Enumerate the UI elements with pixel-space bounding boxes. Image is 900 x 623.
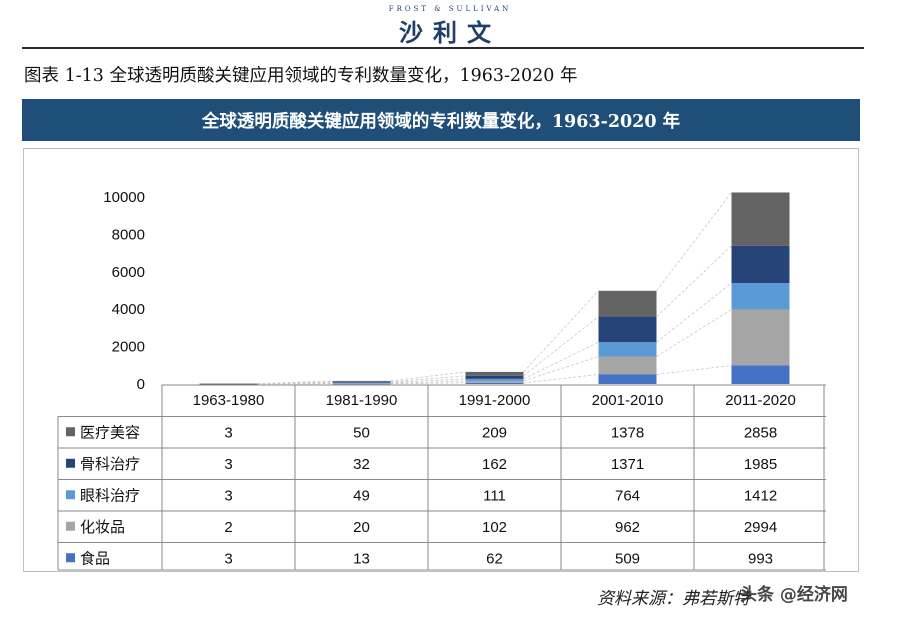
bar-segment: [731, 245, 790, 284]
bar-segment: [598, 290, 657, 317]
data-table-value: 3: [224, 456, 232, 473]
data-table-value: 50: [353, 424, 370, 441]
bar-segment: [598, 342, 657, 357]
connector-line: [390, 380, 466, 384]
connector-line: [390, 382, 466, 385]
bar-segment: [598, 374, 657, 384]
data-table-value: 32: [353, 456, 370, 473]
legend-label: 化妆品: [80, 518, 125, 536]
y-tick-label: 10000: [103, 189, 145, 206]
bar-segment: [465, 382, 524, 384]
data-table-value: 993: [748, 550, 773, 567]
bar-segment: [598, 356, 657, 375]
connector-line: [523, 341, 599, 380]
data-table-value: 20: [353, 519, 370, 536]
legend-swatch: [66, 553, 75, 563]
data-table-value: 102: [482, 519, 507, 536]
bar-segment: [199, 383, 258, 385]
data-table-value: 3: [224, 487, 232, 504]
legend-label: 医疗美容: [80, 423, 140, 441]
bar-segment: [731, 365, 790, 384]
data-table-value: 162: [482, 456, 507, 473]
data-table-value: 2: [224, 519, 232, 536]
brand-logo: 沙利文: [399, 19, 501, 47]
x-tick-label: 2001-2010: [592, 392, 664, 409]
connector-line: [523, 374, 599, 384]
y-tick-label: 8000: [112, 226, 145, 243]
x-tick-label: 1963-1980: [193, 392, 265, 409]
bar-segment: [731, 192, 790, 246]
y-tick-label: 6000: [112, 264, 145, 281]
bar-segment: [332, 380, 391, 382]
data-table-value: 2858: [744, 424, 777, 441]
connector-line: [257, 380, 333, 385]
bar-segment: [332, 383, 391, 385]
legend-label: 眼科治疗: [80, 486, 140, 504]
data-table-value: 209: [482, 424, 507, 441]
bar-segment: [465, 378, 524, 381]
connector-line: [390, 371, 466, 382]
chart-panel: [23, 148, 859, 572]
legend-label: 食品: [80, 549, 110, 567]
watermark: 头条 @经济网: [740, 585, 848, 605]
x-tick-label: 1981-1990: [326, 392, 398, 409]
data-table-value: 2994: [744, 519, 777, 536]
x-tick-label: 1991-2000: [459, 392, 531, 409]
bar-segment: [731, 309, 790, 366]
connector-line: [656, 192, 732, 292]
data-table-value: 3: [224, 424, 232, 441]
y-tick-label: 0: [137, 376, 145, 393]
legend-swatch: [66, 521, 75, 531]
legend-label: 骨科治疗: [80, 455, 140, 473]
connector-line: [656, 309, 732, 357]
bar-segment: [465, 371, 524, 376]
x-tick-label: 2011-2020: [725, 392, 796, 409]
header-divider: [22, 47, 864, 49]
connector-line: [390, 378, 466, 383]
y-tick-label: 2000: [112, 339, 145, 356]
data-table-value: 1371: [611, 456, 644, 473]
brand-subtitle: FROST & SULLIVAN: [388, 5, 512, 13]
legend-swatch: [66, 427, 75, 437]
bar-segment: [731, 283, 790, 310]
connector-line: [656, 365, 732, 375]
data-table-value: 1985: [744, 456, 777, 473]
y-tick-label: 4000: [112, 301, 145, 318]
connector-line: [656, 245, 732, 317]
legend-swatch: [66, 490, 75, 500]
data-table-value: 13: [353, 550, 370, 567]
data-table-value: 764: [615, 487, 640, 504]
connector-line: [523, 290, 599, 373]
data-table-value: 3: [224, 550, 232, 567]
bar-segment: [598, 316, 657, 343]
bar-segment: [465, 375, 524, 379]
data-table-value: 962: [615, 519, 640, 536]
connector-line: [390, 375, 466, 383]
chart-title-banner: 全球透明质酸关键应用领域的专利数量变化，1963-2020 年: [22, 99, 860, 141]
bar-segment: [332, 381, 391, 383]
data-table-value: 1412: [744, 487, 777, 504]
source-note: 资料来源：弗若斯特: [597, 589, 750, 609]
chart-title: 全球透明质酸关键应用领域的专利数量变化，1963-2020 年: [201, 111, 681, 132]
bar-segment: [465, 380, 524, 383]
connector-line: [656, 282, 732, 343]
data-table-value: 49: [353, 487, 370, 504]
connector-line: [523, 356, 599, 382]
data-table-value: 509: [615, 550, 640, 567]
figure-caption: 图表 1-13 全球透明质酸关键应用领域的专利数量变化，1963-2020 年: [24, 66, 578, 86]
data-table-value: 62: [486, 550, 503, 567]
data-table-value: 1378: [611, 424, 644, 441]
legend-swatch: [66, 458, 75, 468]
bar-segment: [332, 383, 391, 384]
bar-segment: [332, 382, 391, 384]
connector-line: [523, 316, 599, 377]
data-table-value: 111: [483, 487, 506, 504]
